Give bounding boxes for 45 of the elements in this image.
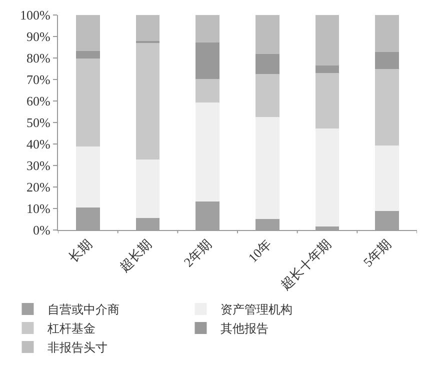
bar xyxy=(315,66,340,74)
bar xyxy=(255,15,280,54)
bar xyxy=(76,58,100,146)
legend-label: 其他报告 xyxy=(220,322,269,336)
bar xyxy=(255,54,280,74)
y-tick-label: 30% xyxy=(26,158,51,174)
legend-label: 非报告头寸 xyxy=(48,340,108,355)
y-tick-label: 20% xyxy=(26,180,51,195)
y-tick-label: 60% xyxy=(26,94,51,109)
x-tick-label: 2年期 xyxy=(180,236,214,270)
y-tick-label: 40% xyxy=(26,136,51,152)
bar xyxy=(196,15,220,43)
x-tick-label: 5年期 xyxy=(360,236,394,270)
bar xyxy=(375,52,400,69)
bar xyxy=(136,42,160,160)
bar xyxy=(375,68,400,146)
legend-label: 资产管理机构 xyxy=(220,302,293,317)
x-tick-label: 长期 xyxy=(66,236,95,266)
bar xyxy=(76,15,100,52)
x-tick-label: 超长十年期 xyxy=(277,236,334,293)
y-tick-label: 0% xyxy=(33,222,51,238)
y-tick-label: 100% xyxy=(20,8,51,23)
bar xyxy=(315,128,340,226)
y-tick-label: 70% xyxy=(26,72,51,88)
bar xyxy=(196,102,220,202)
bar xyxy=(315,73,340,129)
y-tick-label: 50% xyxy=(26,115,51,130)
x-tick-label: 超长期 xyxy=(116,236,154,274)
bar xyxy=(136,160,160,218)
y-tick-label: 90% xyxy=(26,29,51,44)
bar xyxy=(196,79,220,103)
y-tick-label: 10% xyxy=(26,201,51,216)
bar xyxy=(76,51,100,58)
bar xyxy=(76,146,100,208)
bar xyxy=(255,74,280,118)
x-tick-label: 10年 xyxy=(245,236,274,266)
bar xyxy=(136,15,160,42)
legend-label: 杠杆基金 xyxy=(46,322,96,336)
bar xyxy=(315,15,340,66)
bar xyxy=(196,42,220,80)
bar xyxy=(255,117,280,219)
legend-label: 自营或中介商 xyxy=(48,302,120,317)
y-tick-label: 80% xyxy=(26,50,51,66)
bar xyxy=(375,15,400,52)
bar xyxy=(375,146,400,212)
